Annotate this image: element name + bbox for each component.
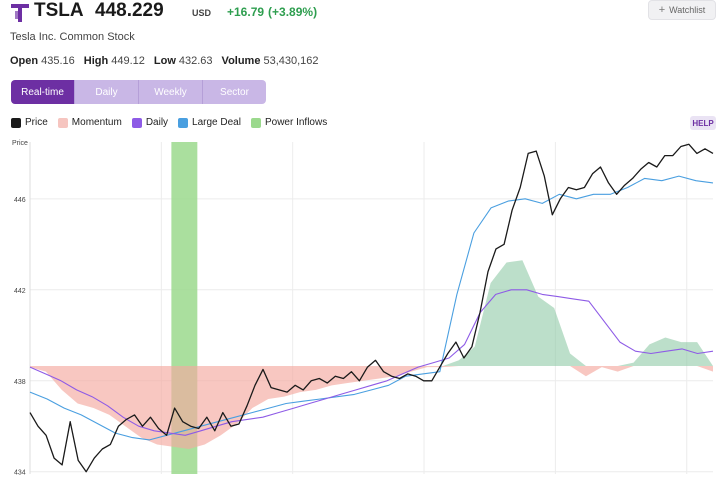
momentum-area-negative xyxy=(30,365,713,449)
legend-price-swatch xyxy=(11,117,21,128)
legend-large-deal-swatch xyxy=(178,117,189,128)
watchlist-label: Watchlist xyxy=(669,5,706,15)
stat-volume: Volume 53,430,162 xyxy=(221,55,319,67)
ticker-symbol: TSLA xyxy=(34,0,84,21)
tab-daily[interactable]: Daily xyxy=(75,80,139,104)
stat-low: Low 432.63 xyxy=(153,55,213,67)
tab-sector[interactable]: Sector xyxy=(203,80,266,104)
tab-weekly[interactable]: Weekly xyxy=(139,80,203,104)
legend-power-inflows-swatch xyxy=(250,117,261,128)
price-line xyxy=(29,143,714,473)
legend-daily[interactable]: Daily xyxy=(131,117,168,128)
y-tick-label: 446 xyxy=(14,197,26,204)
timeframe-tabs: Real-time Daily Weekly Sector xyxy=(11,80,266,104)
y-tick-label: 438 xyxy=(14,379,26,386)
large-deal-line xyxy=(29,175,714,441)
y-axis-label: Price xyxy=(12,140,28,147)
legend-daily-swatch xyxy=(131,117,142,128)
legend-momentum-swatch xyxy=(57,117,68,128)
change-percent: (+3.89%) xyxy=(268,5,318,19)
tesla-logo-icon xyxy=(11,4,29,22)
y-tick-label: 442 xyxy=(14,288,26,295)
change-amount: +16.79 xyxy=(227,5,265,19)
legend-momentum[interactable]: Momentum xyxy=(57,117,122,128)
price-stats: Open 435.16 High 449.12 Low 432.63 Volume 53… xyxy=(10,55,319,67)
legend-power-inflows[interactable]: Power Inflows xyxy=(250,117,327,128)
daily-line xyxy=(29,289,714,436)
legend-large-deal[interactable]: Large Deal xyxy=(178,117,241,128)
current-price: 448.229 xyxy=(95,0,164,21)
price-chart: 434 438 442 446 xyxy=(14,142,714,477)
price-change: +16.79 (+3.89%) xyxy=(227,5,317,19)
stat-high: High 449.12 xyxy=(83,55,145,67)
company-name: Tesla Inc. Common Stock xyxy=(10,31,135,43)
stat-open: Open 435.16 xyxy=(10,55,75,67)
legend-price[interactable]: Price xyxy=(11,117,48,128)
currency-label: USD xyxy=(192,8,212,18)
watchlist-button[interactable]: + Watchlist xyxy=(648,0,716,20)
help-button[interactable]: HELP xyxy=(690,116,716,130)
tab-real-time[interactable]: Real-time xyxy=(11,80,75,104)
ticker-header: TSLA 448.229 USD +16.79 (+3.89%) xyxy=(10,0,710,28)
y-tick-label: 434 xyxy=(14,470,26,477)
momentum-area-positive xyxy=(30,260,713,366)
chart-legend: Price Momentum Daily Large Deal Power In… xyxy=(11,117,327,128)
plus-icon: + xyxy=(658,3,666,16)
